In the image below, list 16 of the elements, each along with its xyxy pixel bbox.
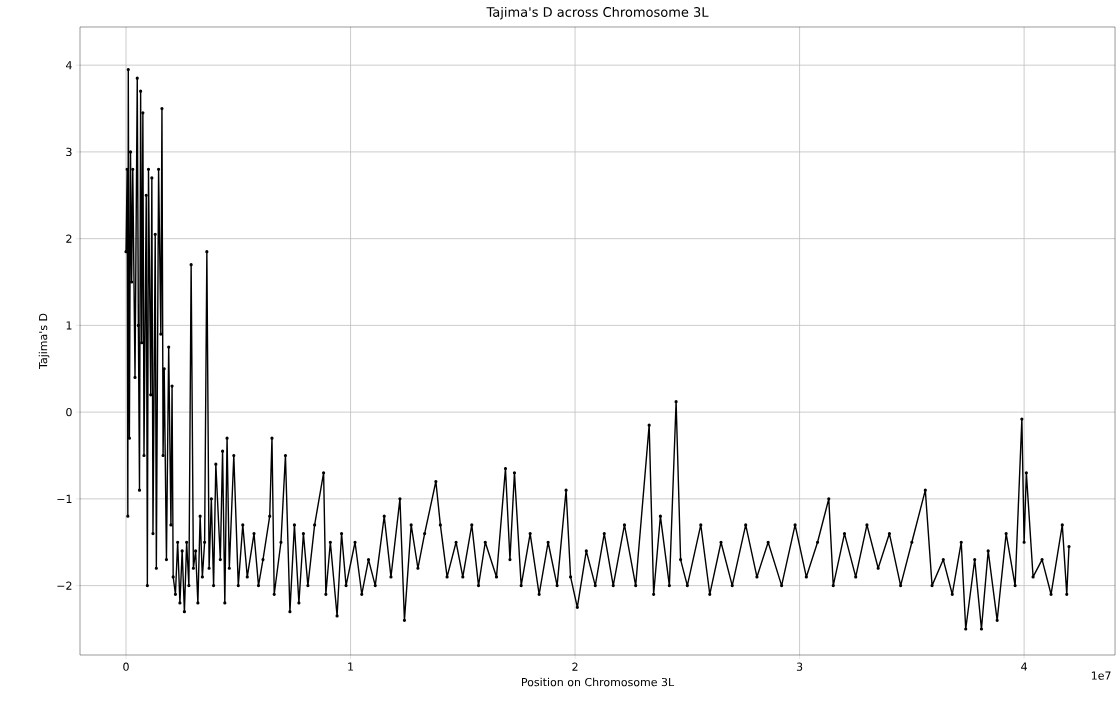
y-tick-label: 0: [66, 407, 72, 417]
x-tick-label: 4: [1021, 662, 1027, 671]
x-tick-label: 1: [348, 662, 354, 671]
x-axis-title: Position on Chromosome 3L: [522, 677, 675, 687]
x-tick-label: 3: [796, 662, 803, 671]
x-tick-label: 0: [123, 662, 129, 671]
y-axis-title: Tajima's D: [38, 313, 50, 369]
y-tick-label: −1: [57, 494, 72, 503]
y-tick-label: 4: [66, 61, 72, 70]
chart-title: Tajima's D across Chromosome 3L: [486, 6, 709, 20]
text: 1e7: [1091, 671, 1111, 680]
y-tick-label: −2: [57, 581, 72, 590]
y-tick-label: 3: [66, 147, 72, 157]
y-tick-label: 2: [66, 234, 72, 243]
x-tick-label: 2: [572, 662, 578, 671]
y-tick-label: 1: [66, 321, 72, 330]
